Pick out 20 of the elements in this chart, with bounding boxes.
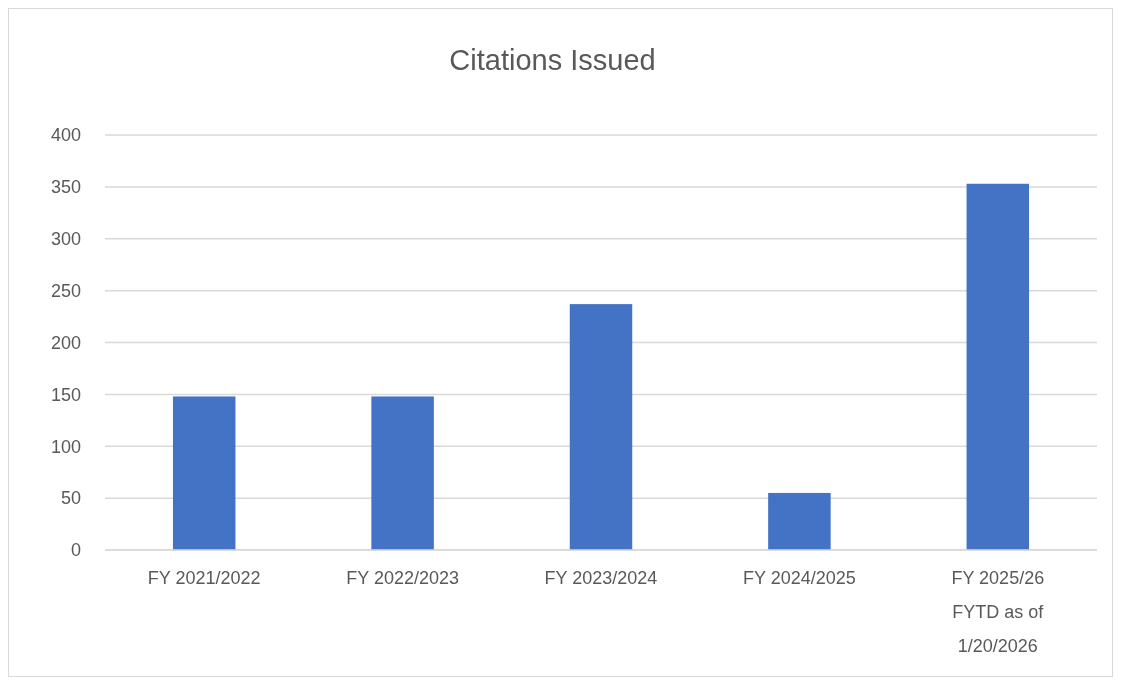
bar [172,396,236,550]
x-tick-label: FY 2021/2022 [147,568,261,588]
y-tick-label: 0 [70,540,81,561]
y-tick-label: 150 [50,384,81,405]
chart-title: Citations Issued [449,44,656,76]
x-tick-label: FY 2022/2023 [346,568,459,588]
bar [371,396,434,550]
y-tick-label: 50 [60,488,81,509]
x-tick-label: FY 2024/2025 [743,568,856,588]
bar [569,304,633,550]
x-tick-label: FY 2025/26 FYTD as of 1/20/2026 [951,568,1045,656]
y-tick-label: 300 [50,229,81,250]
bar [966,183,1030,550]
y-tick-label: 200 [50,332,81,353]
bar [768,492,831,550]
x-tick-label: FY 2023/2024 [544,568,658,588]
y-tick-label: 350 [50,177,81,198]
y-tick-label: 100 [50,436,81,457]
y-tick-label: 250 [50,280,81,301]
y-tick-label: 400 [50,125,81,146]
